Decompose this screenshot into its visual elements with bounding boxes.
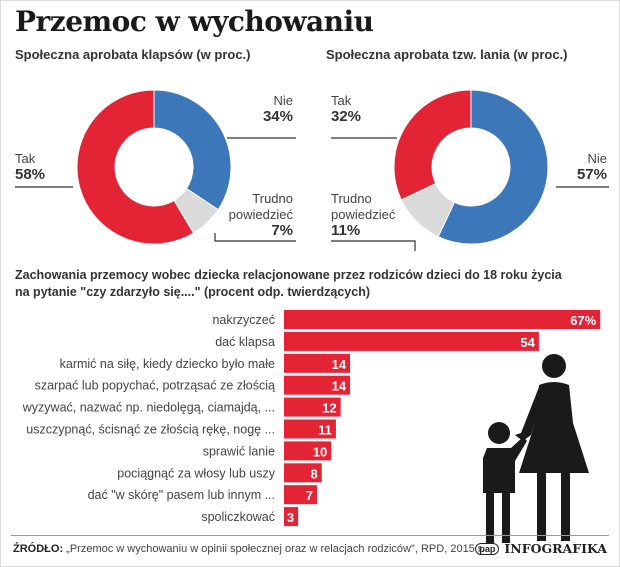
bar-category-label: karmić na siłę, kiedy dziecko było małe (60, 357, 275, 371)
bar (284, 507, 299, 527)
donut-lanie (393, 89, 549, 245)
donut-slice (437, 89, 549, 245)
donut-klapsy (76, 89, 232, 245)
parent-child-silhouette-icon (483, 354, 589, 543)
bar-category-label: dać "w skórę" pasem lub innym ... (88, 488, 275, 502)
bar (284, 331, 539, 351)
donut-slice (393, 89, 472, 201)
brand: pap INFOGRAFIKA (475, 541, 607, 556)
donut2-title: Społeczna aprobata tzw. lania (w proc.) (326, 47, 568, 62)
source: ŹRÓDŁO: „Przemoc w wychowaniu w opinii s… (13, 543, 484, 555)
leader-line (214, 233, 296, 242)
bar (284, 353, 351, 373)
bar (284, 463, 322, 483)
bar-value-label: 67% (570, 313, 596, 328)
leader-line (331, 240, 416, 251)
bar (284, 485, 318, 505)
bar (284, 397, 341, 417)
leader-lines (15, 137, 609, 251)
donut-slice (76, 89, 195, 245)
bar-value-label: 14 (332, 357, 347, 372)
label-trudno-1: Trudno powiedzieć 7% (228, 191, 293, 239)
donut1-title: Społeczna aprobata klapsów (w proc.) (15, 47, 251, 62)
label-tak-2: Tak 32% (331, 93, 362, 125)
label-tak-1: Tak 58% (15, 151, 46, 183)
bar-category-label: spoliczkować (201, 510, 275, 524)
bar-chart: nakrzyczeć 67% dać klapsa 54 karmić na siłę,… (22, 310, 601, 527)
bar-category-label: pociągnąć za włosy lub uszy (117, 466, 275, 480)
bar-value-label: 11 (318, 423, 332, 438)
bar-value-label: 7 (306, 488, 313, 503)
label-nie-2: Nie 57% (576, 151, 607, 183)
bar-category-label: wyzywać, nazwać np. niedolęgą, ciamajdą,… (22, 401, 275, 415)
bar (284, 375, 351, 395)
bar (284, 310, 601, 329)
bar-category-label: szarpać lub popychać, potrząsać ze złośc… (35, 379, 275, 393)
bar-value-label: 8 (311, 466, 318, 481)
bar-category-label: sprawić lanie (203, 444, 275, 458)
footer-divider (11, 535, 609, 536)
bar-category-label: uszczypnąć, ścisnąć ze złością rękę, nog… (26, 423, 275, 437)
bar-value-label: 12 (322, 401, 336, 416)
bar-chart-title: Zachowania przemocy wobec dziecka relacj… (15, 268, 562, 299)
page-title: Przemoc w wychowaniu (15, 5, 374, 38)
bar-value-label: 14 (332, 379, 347, 394)
bar-value-label: 10 (313, 444, 327, 459)
bar (284, 441, 332, 461)
donut-slice (153, 89, 232, 211)
donut-charts (15, 89, 609, 251)
bar-category-label: nakrzyczeć (212, 313, 275, 327)
label-trudno-2: Trudno powiedzieć 11% (331, 191, 396, 239)
pap-logo: pap (475, 542, 500, 555)
bar-value-label: 3 (287, 510, 294, 525)
bar (284, 419, 336, 439)
bar-value-label: 54 (520, 335, 535, 350)
bar-category-label: dać klapsa (215, 335, 275, 349)
label-nie-1: Nie 34% (262, 93, 293, 125)
